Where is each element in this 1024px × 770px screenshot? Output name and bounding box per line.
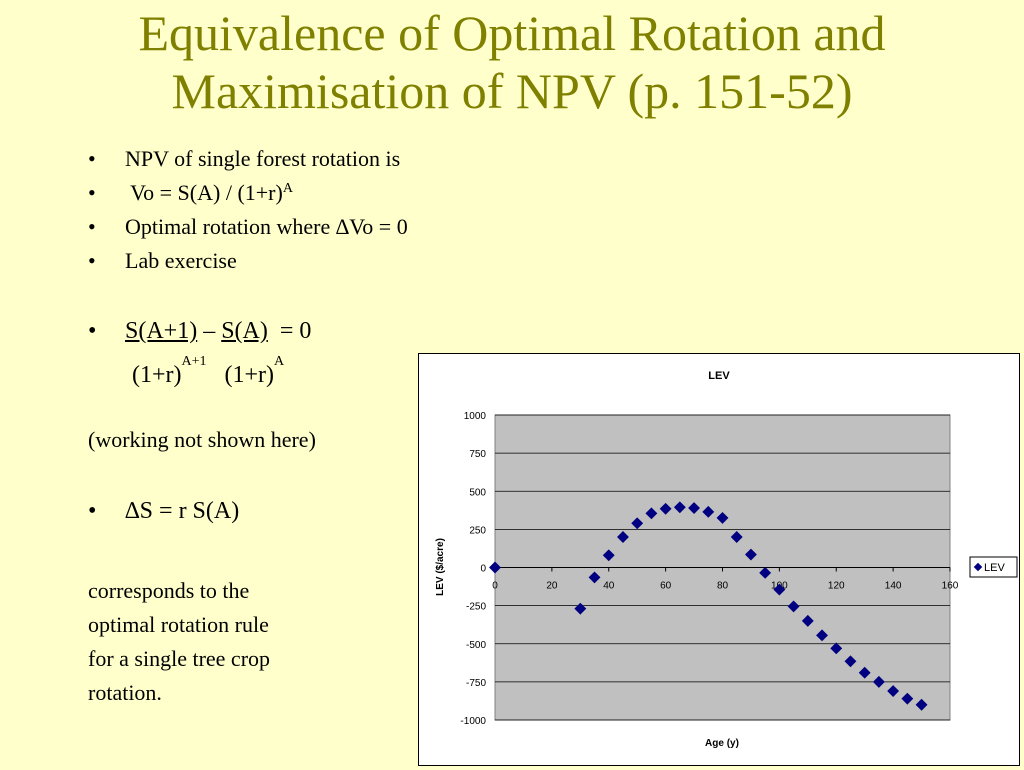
bullet-equation: • S(A+1) – S(A) = 0 (88, 318, 311, 344)
equation-numerator: S(A+1) – S(A) = 0 (125, 318, 311, 344)
vo-formula-exponent: A (282, 181, 293, 196)
y-tick-label: 0 (480, 564, 486, 575)
y-tick-label: -750 (466, 678, 486, 689)
bullet-marker: • (88, 214, 96, 239)
equation-den-1: (1+r) (132, 362, 182, 388)
slide-title-line-1: Equivalence of Optimal Rotation and (138, 5, 886, 61)
y-tick-labels: 1000 750 500 250 0 -250 -500 -750 -1000 (460, 411, 486, 727)
equation-denominator: (1+r) A+1 (1+r) A (132, 354, 285, 389)
conclusion-line: for a single tree crop (88, 646, 271, 671)
bullet-npv: • NPV of single forest rotation is (88, 146, 400, 172)
x-tick-label: 0 (492, 581, 498, 592)
conclusion-line: optimal rotation rule (88, 612, 269, 637)
conclusion-line: corresponds to the (88, 578, 250, 603)
chart-title: LEV (708, 370, 730, 382)
equation-den-2: (1+r) (224, 362, 275, 388)
bullet-text: ∆S = r S(A) (125, 498, 240, 524)
bullet-optimal-rotation: • Optimal rotation where ∆Vo = 0 (88, 214, 408, 240)
vo-formula-text: Vo = S(A) / (1+r) (125, 180, 283, 205)
data-point (489, 561, 501, 574)
bullet-marker: • (88, 248, 96, 273)
equation-den-1-exponent: A+1 (181, 354, 207, 369)
bullet-lab-exercise: • Lab exercise (88, 248, 237, 274)
equation-den-2-exponent: A (274, 354, 285, 369)
y-tick-label: -500 (466, 640, 486, 651)
conclusion-line: rotation. (88, 680, 162, 705)
x-tick-label: 20 (546, 581, 558, 592)
x-tick-label: 160 (942, 581, 959, 592)
equation-term-1: S(A+1) (125, 318, 198, 344)
y-axis-label: LEV ($/acre) (435, 538, 446, 596)
x-tick-label: 40 (603, 581, 615, 592)
y-tick-label: 250 (469, 525, 486, 536)
data-point (645, 507, 658, 520)
lev-chart: LEV 1000 750 500 250 0 -250 -500 -750 -1000 0 20 4… (418, 353, 1020, 766)
conclusion-text: corresponds to the optimal rotation rule… (88, 574, 270, 710)
bullet-text: Lab exercise (125, 248, 237, 273)
equation-minus: – (197, 318, 222, 344)
legend-box (969, 556, 1018, 578)
legend-label: LEV (984, 562, 1005, 574)
bullet-marker: • (88, 180, 96, 205)
data-point (858, 666, 871, 679)
x-tick-label: 80 (717, 581, 729, 592)
bullet-marker: • (88, 318, 97, 344)
y-tick-label: 500 (469, 487, 486, 498)
slide-title-line-2: Maximisation of NPV (p. 151-52) (171, 63, 853, 119)
bullet-delta-rule: • ∆S = r S(A) (88, 498, 239, 524)
bullet-marker: • (88, 146, 96, 171)
working-note: (working not shown here) (88, 427, 316, 452)
bullet-text: Optimal rotation where ∆Vo = 0 (125, 214, 408, 239)
bullet-text: NPV of single forest rotation is (125, 146, 401, 171)
x-axis-label: Age (y) (705, 738, 739, 749)
bullet-marker: • (88, 498, 97, 524)
y-tick-label: 750 (469, 449, 486, 460)
data-point (702, 505, 715, 518)
grid-lines (495, 414, 950, 721)
x-tick-label: 60 (660, 581, 672, 592)
y-tick-label: -1000 (460, 716, 486, 727)
legend: LEV (969, 556, 1018, 578)
data-point (617, 531, 629, 543)
data-point (844, 655, 857, 668)
equation-term-2: S(A) (221, 318, 268, 344)
y-tick-label: 1000 (464, 411, 487, 422)
bullet-vo-formula: • Vo = S(A) / (1+r)A (88, 180, 293, 206)
equation-equals: = 0 (267, 318, 312, 344)
x-tick-label: 140 (885, 581, 902, 592)
y-tick-label: -250 (466, 602, 486, 613)
slide-title: Equivalence of Optimal Rotation and Maxi… (0, 4, 1024, 120)
x-tick-label: 120 (828, 581, 845, 592)
lev-chart-svg: LEV 1000 750 500 250 0 -250 -500 -750 -1000 0 20 4… (435, 370, 1018, 749)
bullet-text: Vo = S(A) / (1+r)A (125, 180, 293, 206)
